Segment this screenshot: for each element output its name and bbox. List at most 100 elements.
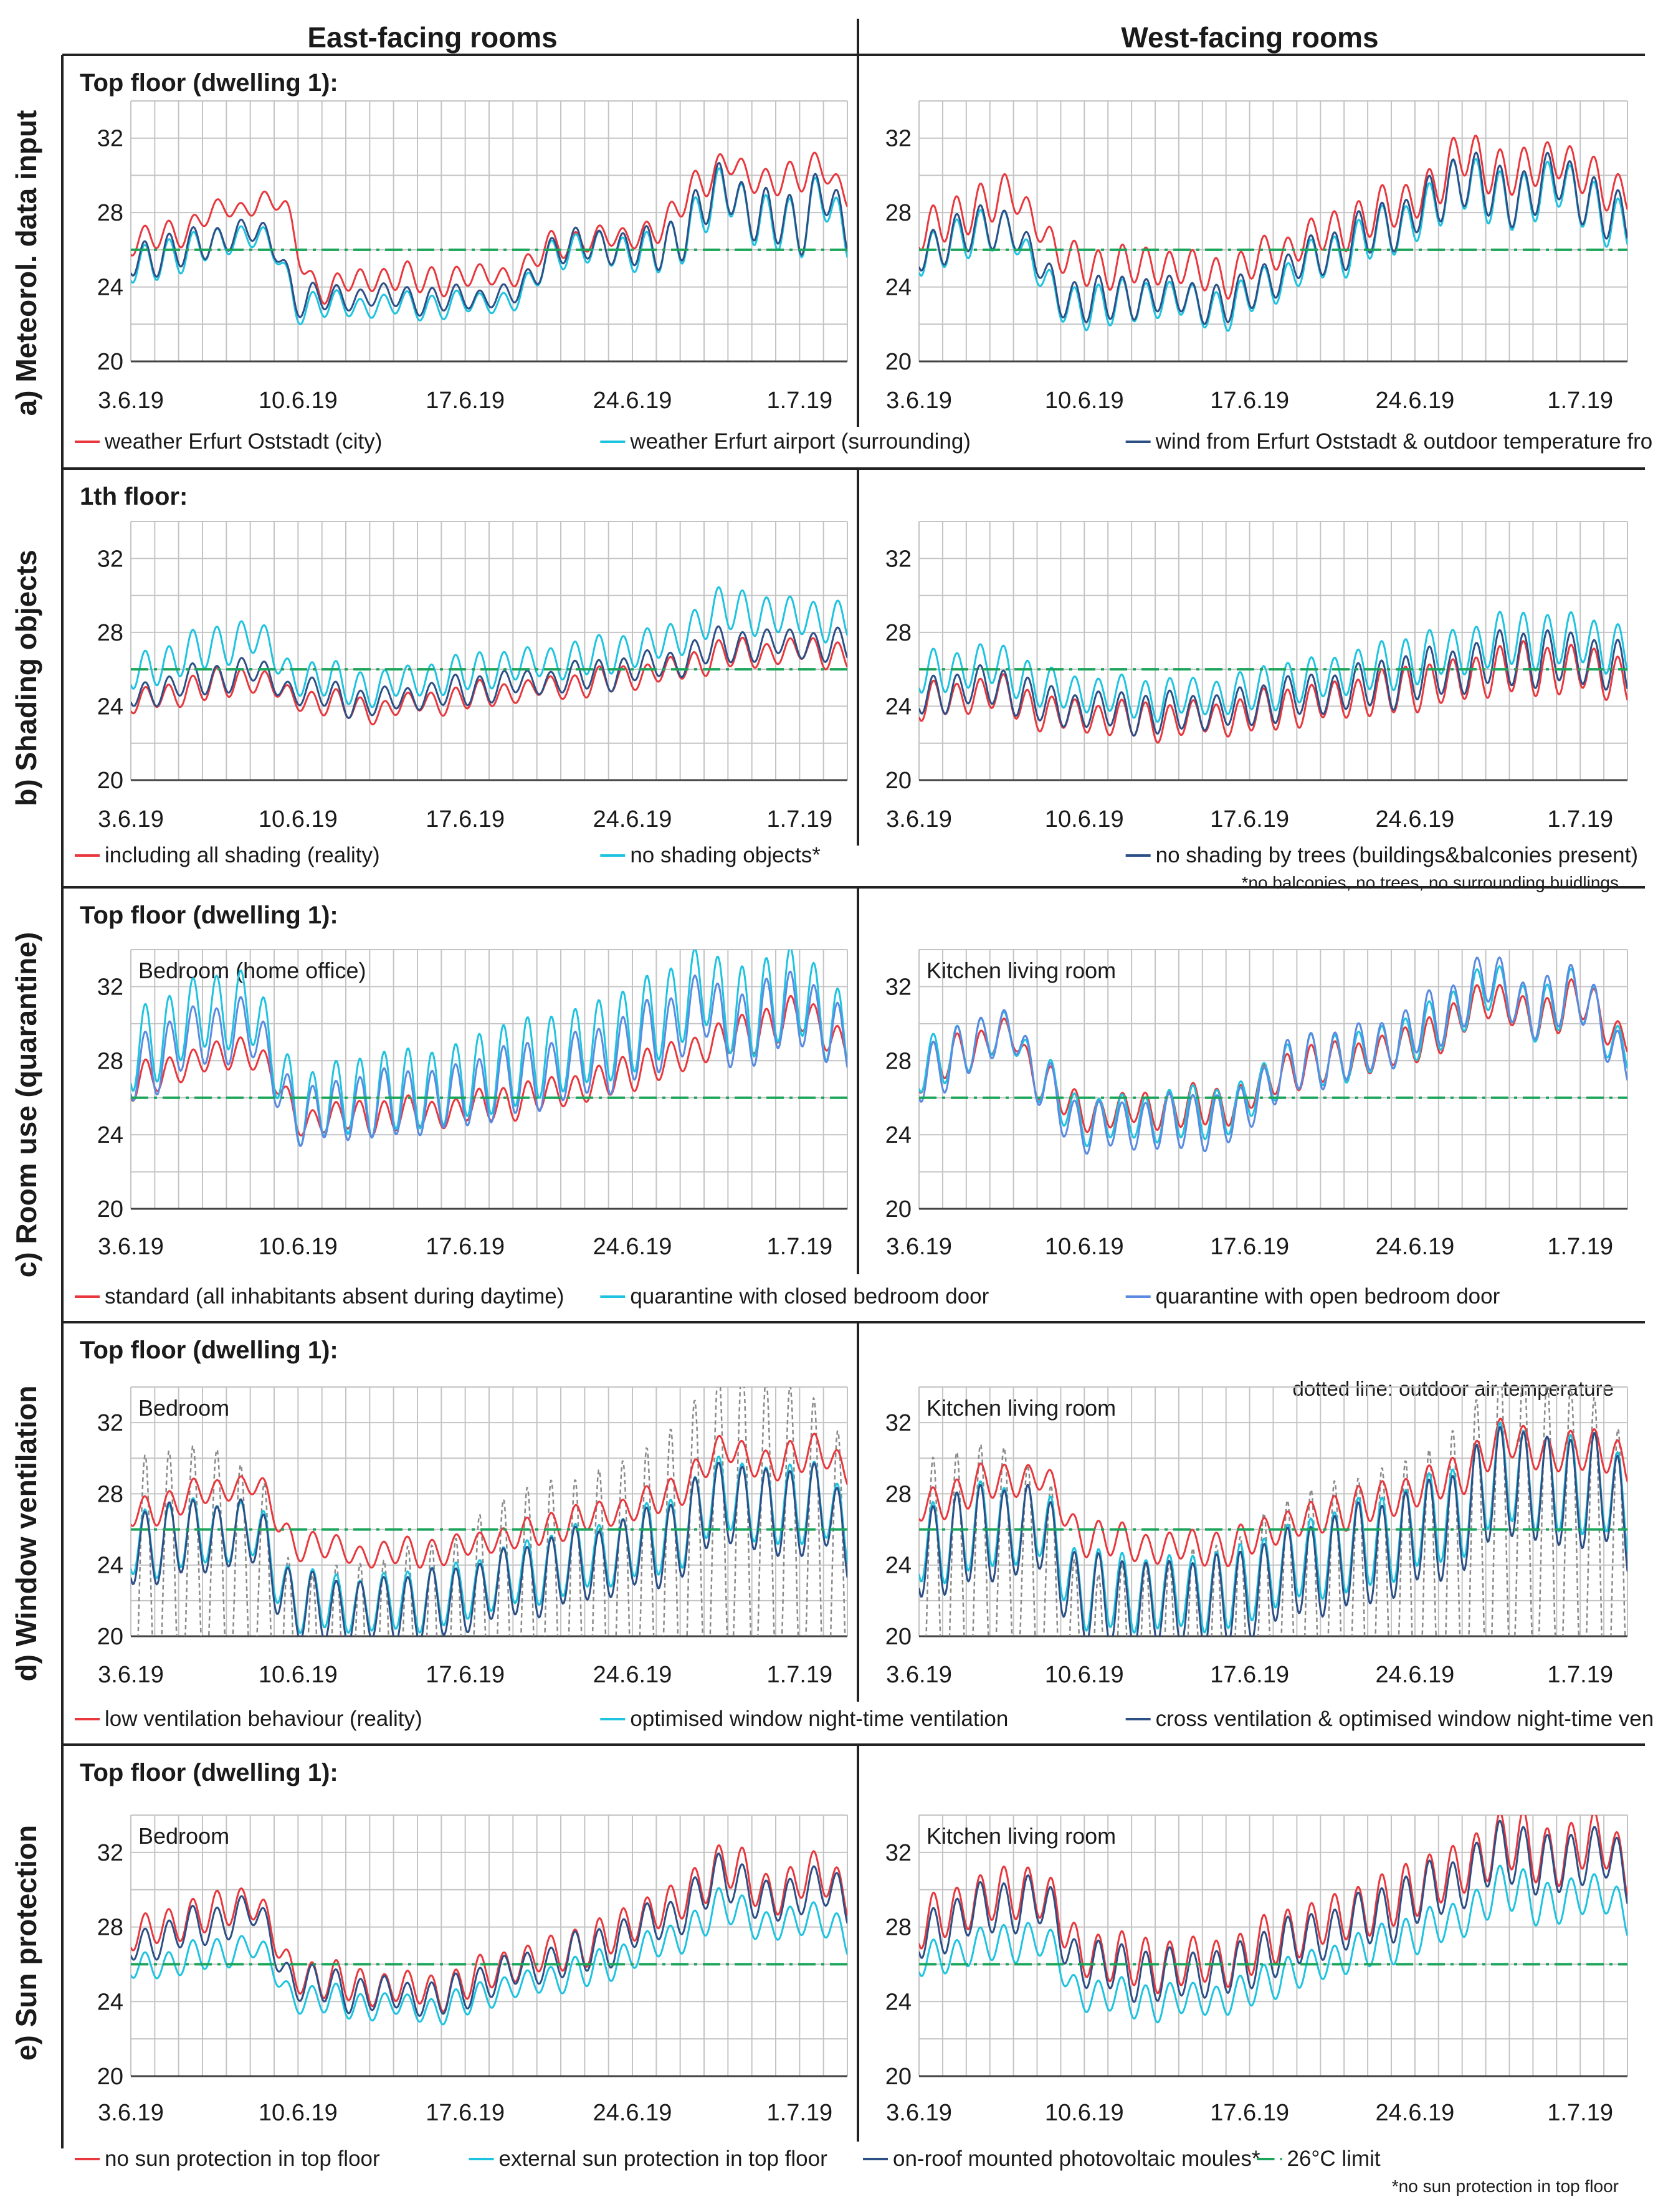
x-tick-label: 3.6.19 <box>886 1234 952 1260</box>
series-line <box>919 611 1627 723</box>
series-line <box>131 1887 847 2026</box>
y-tick-label: 24 <box>97 275 123 301</box>
x-tick-label: 10.6.19 <box>1045 388 1124 414</box>
series-line <box>131 586 847 708</box>
y-tick-label: 32 <box>97 974 123 1000</box>
x-tick-label: 10.6.19 <box>1045 1234 1124 1260</box>
y-tick-label: 24 <box>97 1553 123 1579</box>
y-tick-label: 24 <box>885 1122 912 1148</box>
x-tick-label: 1.7.19 <box>1547 1234 1613 1260</box>
chart-a-west: 20 24 28 32 3.6.19 10.6.19 17.6.19 24.6.19 1.7.1… <box>885 100 1628 414</box>
series-line <box>131 970 847 1147</box>
legend-label: 26°C limit <box>1287 2147 1381 2171</box>
series-line <box>131 1461 847 1636</box>
y-tick-label: 24 <box>885 1989 912 2015</box>
x-tick-label: 17.6.19 <box>426 806 505 832</box>
legend-label: standard (all inhabitants absent during … <box>105 1284 564 1309</box>
x-tick-label: 1.7.19 <box>1547 388 1613 414</box>
chart-series-group <box>131 151 847 325</box>
x-tick-label: 24.6.19 <box>593 806 672 832</box>
x-tick-label: 3.6.19 <box>98 2100 164 2126</box>
room-label: Bedroom <box>138 1823 229 1849</box>
y-tick-label: 20 <box>885 349 912 375</box>
x-tick-label: 10.6.19 <box>1045 806 1124 832</box>
x-tick-label: 24.6.19 <box>1376 2100 1455 2126</box>
y-tick-label: 32 <box>97 1840 123 1866</box>
series-line <box>919 1864 1627 2024</box>
x-tick-label: 24.6.19 <box>1376 1662 1455 1688</box>
series-line <box>919 1421 1627 1634</box>
legend-item: on-roof mounted photovoltaic moules* <box>863 2147 1260 2171</box>
y-tick-label: 24 <box>885 694 912 720</box>
y-tick-label: 20 <box>885 768 912 794</box>
series-line <box>131 151 847 305</box>
x-tick-label: 1.7.19 <box>767 806 833 832</box>
chart-series-group <box>919 611 1627 744</box>
x-tick-label: 24.6.19 <box>593 1662 672 1688</box>
y-tick-label: 28 <box>885 1915 912 1941</box>
x-tick-label: 24.6.19 <box>1376 806 1455 832</box>
legend-item: cross ventilation & optimised window nig… <box>1125 1707 1653 1731</box>
y-tick-label: 28 <box>97 200 123 226</box>
x-tick-label: 1.7.19 <box>767 1234 833 1260</box>
series-line <box>131 1844 847 2013</box>
legend-label: external sun protection in top floor <box>499 2147 828 2171</box>
header-east-title: East-facing rooms <box>307 21 557 54</box>
series-line <box>131 950 847 1147</box>
x-tick-label: 3.6.19 <box>886 806 952 832</box>
y-tick-label: 32 <box>97 546 123 572</box>
x-tick-label: 24.6.19 <box>593 1234 672 1260</box>
y-tick-label: 32 <box>97 126 123 152</box>
legend-item: low ventilation behaviour (reality) <box>75 1707 422 1731</box>
y-tick-label: 28 <box>885 1048 912 1074</box>
x-tick-label: 17.6.19 <box>1210 1662 1289 1688</box>
y-tick-label: 28 <box>97 1915 123 1941</box>
legend: including all shading (reality) no shadin… <box>75 843 1638 867</box>
y-tick-label: 20 <box>97 349 123 375</box>
legend-label: optimised window night-time ventilation <box>630 1707 1008 1731</box>
room-label: Bedroom <box>138 1395 229 1421</box>
chart-grid <box>918 521 1628 781</box>
room-label: Kitchen living room <box>927 1823 1116 1849</box>
x-tick-label: 17.6.19 <box>1210 388 1289 414</box>
legend-label: on-roof mounted photovoltaic moules* <box>893 2147 1260 2171</box>
x-tick-label: 17.6.19 <box>426 1662 505 1688</box>
y-tick-label: 28 <box>885 200 912 226</box>
x-tick-label: 10.6.19 <box>259 1234 338 1260</box>
series-line <box>919 1819 1627 2003</box>
legend-label: no shading by trees (buildings&balconies… <box>1156 843 1638 867</box>
y-tick-label: 28 <box>885 620 912 646</box>
y-tick-label: 28 <box>885 1481 912 1507</box>
legend-item: external sun protection in top floor <box>469 2147 828 2171</box>
x-tick-label: 1.7.19 <box>767 2100 833 2126</box>
room-label: Kitchen living room <box>927 958 1116 983</box>
x-tick-label: 17.6.19 <box>426 388 505 414</box>
y-tick-label: 32 <box>885 1840 912 1866</box>
x-tick-label: 3.6.19 <box>886 1662 952 1688</box>
legend: weather Erfurt Oststadt (city) weather Er… <box>75 429 1653 454</box>
chart-b-east: 20 24 28 32 3.6.19 10.6.19 17.6.19 24.6.19 1.7.1… <box>97 521 848 832</box>
chart-series-group <box>131 586 847 726</box>
y-tick-label: 20 <box>97 2064 123 2090</box>
legend-label: low ventilation behaviour (reality) <box>105 1707 422 1731</box>
x-tick-label: 3.6.19 <box>98 1662 164 1688</box>
x-tick-label: 10.6.19 <box>259 806 338 832</box>
series-line <box>919 640 1627 744</box>
legend-item: no shading by trees (buildings&balconies… <box>1125 843 1638 867</box>
y-tick-label: 24 <box>97 1989 123 2015</box>
y-tick-label: 32 <box>885 126 912 152</box>
x-tick-label: 17.6.19 <box>1210 2100 1289 2126</box>
legend-label: no sun protection in top floor <box>105 2147 380 2171</box>
x-tick-label: 17.6.19 <box>426 2100 505 2126</box>
y-tick-label: 28 <box>97 1481 123 1507</box>
y-tick-label: 20 <box>97 1196 123 1223</box>
row-subtitle: 1th floor: <box>80 483 188 510</box>
legend-label: quarantine with closed bedroom door <box>630 1284 989 1309</box>
x-tick-label: 1.7.19 <box>767 1662 833 1688</box>
y-tick-label: 24 <box>885 275 912 301</box>
y-tick-label: 20 <box>885 1624 912 1650</box>
series-line <box>131 625 847 719</box>
x-tick-label: 3.6.19 <box>98 1234 164 1260</box>
